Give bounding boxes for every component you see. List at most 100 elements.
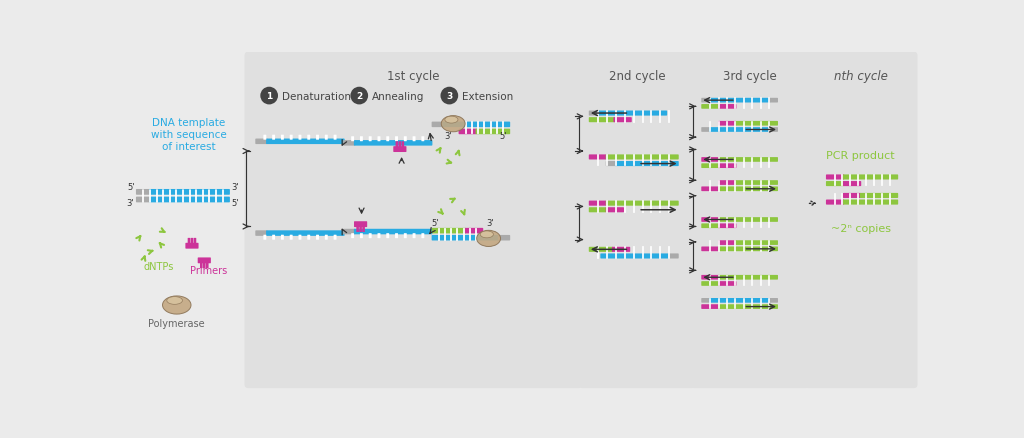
FancyBboxPatch shape	[316, 235, 319, 240]
FancyBboxPatch shape	[316, 135, 319, 140]
FancyBboxPatch shape	[826, 175, 844, 180]
FancyBboxPatch shape	[718, 241, 736, 245]
Text: 1: 1	[266, 92, 272, 101]
FancyBboxPatch shape	[589, 208, 607, 213]
FancyBboxPatch shape	[343, 229, 355, 235]
FancyBboxPatch shape	[701, 282, 720, 286]
FancyBboxPatch shape	[266, 139, 345, 145]
FancyBboxPatch shape	[718, 158, 778, 162]
FancyBboxPatch shape	[589, 201, 607, 206]
FancyBboxPatch shape	[701, 224, 720, 229]
FancyBboxPatch shape	[255, 139, 267, 145]
FancyBboxPatch shape	[190, 238, 194, 244]
FancyBboxPatch shape	[718, 282, 736, 286]
FancyBboxPatch shape	[589, 155, 607, 160]
FancyBboxPatch shape	[263, 135, 266, 140]
FancyBboxPatch shape	[718, 181, 736, 185]
FancyBboxPatch shape	[475, 129, 510, 135]
FancyBboxPatch shape	[395, 142, 398, 148]
Circle shape	[440, 88, 458, 105]
FancyBboxPatch shape	[351, 137, 354, 142]
FancyBboxPatch shape	[136, 190, 151, 195]
FancyBboxPatch shape	[442, 122, 510, 128]
Text: Denaturation: Denaturation	[282, 92, 351, 101]
FancyBboxPatch shape	[843, 194, 861, 198]
FancyBboxPatch shape	[613, 118, 632, 123]
FancyBboxPatch shape	[354, 229, 432, 235]
FancyBboxPatch shape	[378, 137, 381, 142]
FancyBboxPatch shape	[860, 194, 898, 198]
Ellipse shape	[444, 117, 458, 124]
FancyBboxPatch shape	[299, 135, 301, 140]
FancyBboxPatch shape	[185, 243, 199, 249]
FancyBboxPatch shape	[701, 304, 720, 309]
FancyBboxPatch shape	[413, 233, 416, 239]
FancyBboxPatch shape	[334, 235, 337, 240]
FancyBboxPatch shape	[281, 135, 284, 140]
FancyBboxPatch shape	[718, 105, 736, 110]
FancyBboxPatch shape	[465, 228, 483, 234]
FancyBboxPatch shape	[150, 197, 230, 203]
FancyBboxPatch shape	[691, 53, 809, 388]
Text: 1st cycle: 1st cycle	[387, 70, 439, 82]
FancyBboxPatch shape	[718, 122, 736, 126]
FancyBboxPatch shape	[362, 226, 365, 233]
FancyBboxPatch shape	[432, 228, 466, 234]
Text: nth cycle: nth cycle	[835, 70, 888, 82]
FancyBboxPatch shape	[600, 254, 670, 259]
FancyBboxPatch shape	[701, 164, 720, 169]
FancyBboxPatch shape	[354, 222, 368, 228]
FancyBboxPatch shape	[598, 111, 668, 117]
FancyBboxPatch shape	[701, 247, 720, 251]
FancyBboxPatch shape	[200, 263, 203, 268]
FancyBboxPatch shape	[198, 258, 211, 264]
FancyBboxPatch shape	[769, 99, 778, 103]
FancyBboxPatch shape	[843, 200, 898, 205]
FancyBboxPatch shape	[735, 122, 778, 126]
Text: ~2ⁿ copies: ~2ⁿ copies	[830, 223, 891, 233]
FancyBboxPatch shape	[422, 233, 424, 239]
FancyBboxPatch shape	[266, 231, 345, 237]
FancyBboxPatch shape	[606, 155, 679, 160]
FancyBboxPatch shape	[206, 263, 209, 268]
FancyBboxPatch shape	[194, 238, 197, 244]
FancyBboxPatch shape	[413, 137, 416, 142]
FancyBboxPatch shape	[272, 135, 275, 140]
FancyBboxPatch shape	[369, 137, 372, 142]
FancyBboxPatch shape	[393, 147, 407, 153]
Ellipse shape	[163, 296, 191, 314]
FancyBboxPatch shape	[272, 235, 275, 240]
FancyBboxPatch shape	[701, 275, 720, 280]
FancyBboxPatch shape	[386, 137, 389, 142]
FancyBboxPatch shape	[498, 235, 510, 241]
FancyBboxPatch shape	[843, 182, 861, 187]
FancyBboxPatch shape	[401, 142, 404, 148]
Ellipse shape	[477, 231, 501, 247]
FancyBboxPatch shape	[356, 226, 359, 233]
FancyBboxPatch shape	[299, 235, 301, 240]
FancyBboxPatch shape	[354, 141, 432, 146]
FancyBboxPatch shape	[325, 235, 328, 240]
FancyBboxPatch shape	[805, 53, 918, 388]
FancyBboxPatch shape	[606, 208, 624, 213]
FancyBboxPatch shape	[579, 53, 695, 388]
FancyBboxPatch shape	[606, 162, 616, 167]
FancyBboxPatch shape	[701, 298, 711, 303]
Text: 5': 5'	[231, 199, 239, 208]
FancyBboxPatch shape	[718, 218, 778, 223]
FancyBboxPatch shape	[351, 233, 354, 239]
Circle shape	[350, 88, 368, 105]
Text: 2nd cycle: 2nd cycle	[608, 70, 666, 82]
Text: 3': 3'	[231, 183, 239, 192]
Text: 3': 3'	[486, 219, 494, 228]
FancyBboxPatch shape	[422, 137, 424, 142]
FancyBboxPatch shape	[718, 275, 778, 280]
Text: 3': 3'	[444, 131, 452, 140]
Circle shape	[260, 88, 278, 105]
Text: Primers: Primers	[189, 265, 227, 275]
FancyBboxPatch shape	[735, 241, 778, 245]
Text: Annealing: Annealing	[372, 92, 424, 101]
FancyBboxPatch shape	[459, 129, 477, 135]
FancyBboxPatch shape	[718, 224, 736, 229]
FancyBboxPatch shape	[701, 187, 720, 192]
